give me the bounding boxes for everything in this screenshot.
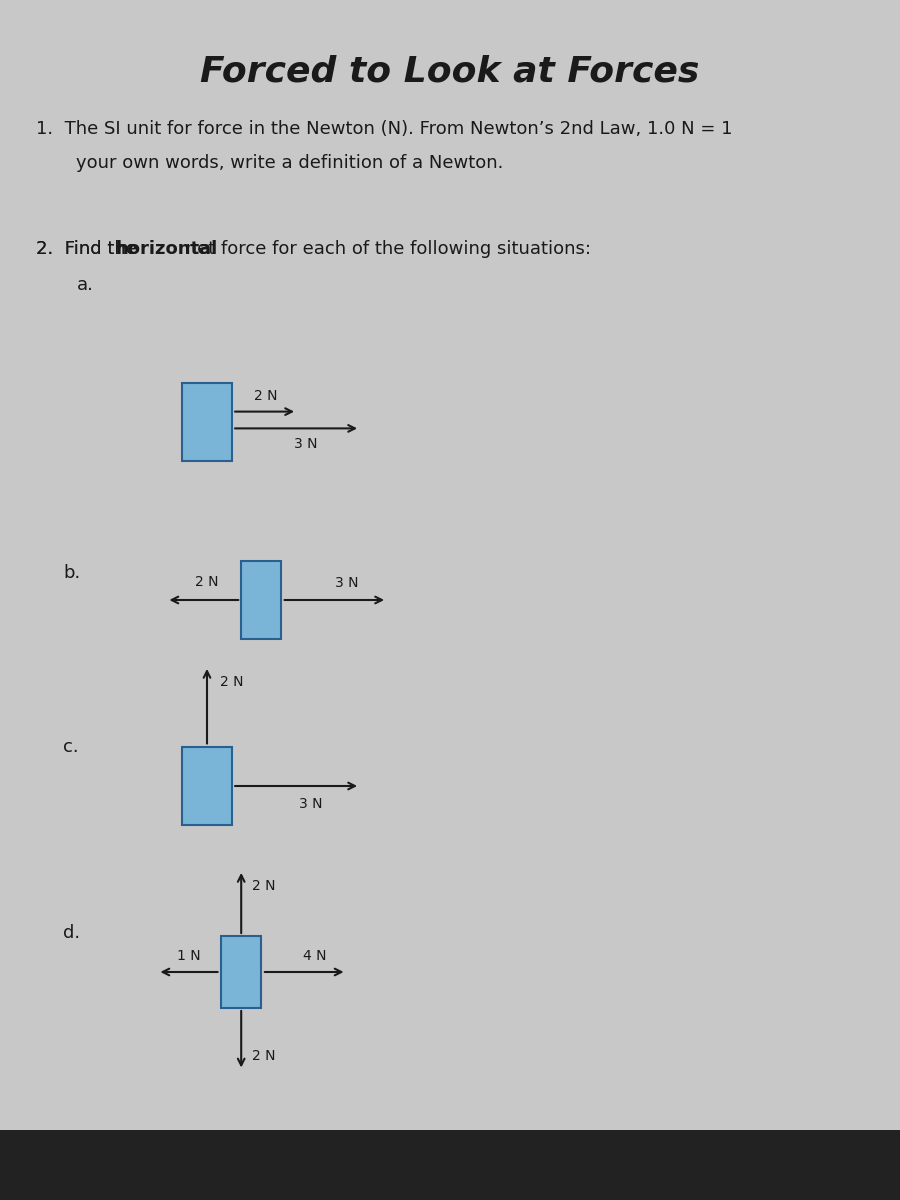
Text: a.: a. bbox=[76, 276, 94, 294]
Text: 4 N: 4 N bbox=[303, 949, 327, 964]
FancyBboxPatch shape bbox=[182, 383, 232, 461]
Text: b.: b. bbox=[63, 564, 80, 582]
Text: 3 N: 3 N bbox=[335, 576, 358, 590]
Text: 2.  Find the: 2. Find the bbox=[36, 240, 142, 258]
Text: 3 N: 3 N bbox=[299, 797, 322, 811]
Text: net force for each of the following situations:: net force for each of the following situ… bbox=[180, 240, 590, 258]
FancyBboxPatch shape bbox=[240, 560, 281, 638]
Bar bbox=[0, 1130, 900, 1200]
Text: 2.  Find the horizontal net force for each of the following situations:: 2. Find the horizontal net force for eac… bbox=[36, 240, 643, 258]
Text: 2 N: 2 N bbox=[252, 1049, 275, 1063]
Text: 2 N: 2 N bbox=[195, 575, 219, 589]
Text: c.: c. bbox=[63, 738, 78, 756]
Text: 3 N: 3 N bbox=[294, 437, 318, 451]
Text: Forced to Look at Forces: Forced to Look at Forces bbox=[201, 54, 699, 88]
FancyBboxPatch shape bbox=[221, 936, 262, 1008]
Text: 2.  Find the: 2. Find the bbox=[36, 240, 142, 258]
Text: 1 N: 1 N bbox=[177, 949, 201, 964]
Text: 1.  The SI unit for force in the Newton (N). From Newton’s 2nd Law, 1.0 N = 1: 1. The SI unit for force in the Newton (… bbox=[36, 120, 733, 138]
FancyBboxPatch shape bbox=[182, 746, 232, 826]
Text: 2 N: 2 N bbox=[254, 389, 277, 403]
Text: 2 N: 2 N bbox=[220, 674, 243, 689]
Text: horizontal: horizontal bbox=[115, 240, 218, 258]
Text: d.: d. bbox=[63, 924, 80, 942]
Text: 2 N: 2 N bbox=[252, 878, 275, 893]
Text: your own words, write a definition of a Newton.: your own words, write a definition of a … bbox=[76, 154, 504, 172]
